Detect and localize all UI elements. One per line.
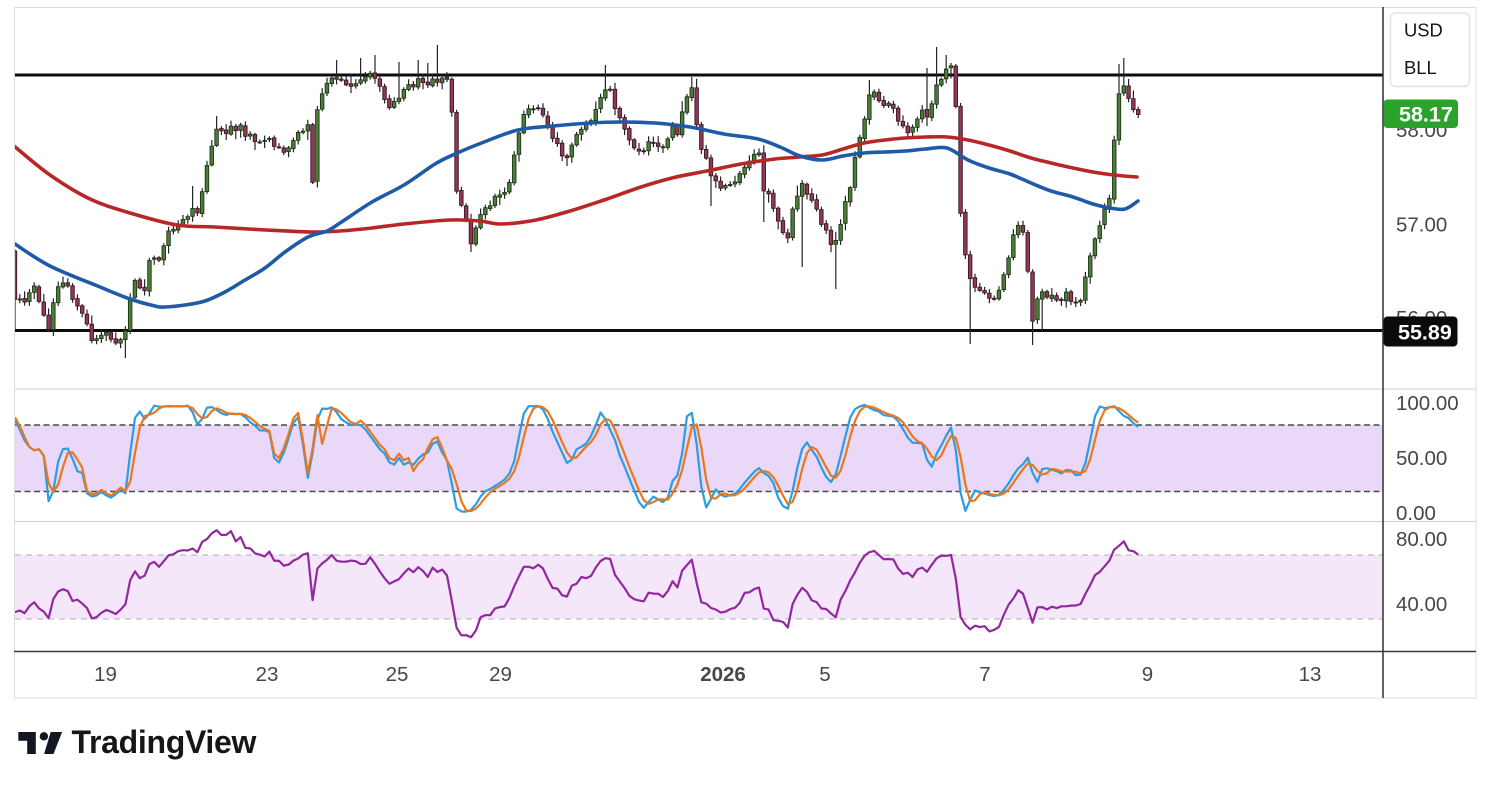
svg-text:40.00: 40.00 (1396, 593, 1447, 616)
svg-text:100.00: 100.00 (1396, 392, 1459, 415)
svg-text:0.00: 0.00 (1396, 502, 1436, 525)
svg-text:80.00: 80.00 (1396, 528, 1447, 551)
svg-text:2026: 2026 (700, 663, 746, 686)
svg-text:58.17: 58.17 (1399, 103, 1453, 127)
svg-text:29: 29 (489, 663, 512, 686)
svg-text:TradingView: TradingView (72, 724, 257, 760)
svg-text:19: 19 (94, 663, 117, 686)
svg-text:50.00: 50.00 (1396, 447, 1447, 470)
svg-text:9: 9 (1142, 663, 1153, 686)
svg-text:25: 25 (386, 663, 409, 686)
svg-text:5: 5 (819, 663, 830, 686)
svg-text:13: 13 (1299, 663, 1322, 686)
svg-text:7: 7 (979, 663, 990, 686)
svg-text:57.00: 57.00 (1396, 214, 1447, 237)
svg-text:55.89: 55.89 (1398, 321, 1452, 345)
svg-text:BLL: BLL (1404, 57, 1437, 78)
svg-text:USD: USD (1404, 20, 1443, 41)
svg-text:23: 23 (256, 663, 279, 686)
